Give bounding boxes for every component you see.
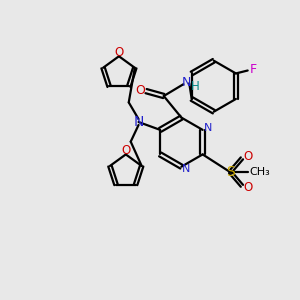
Text: O: O bbox=[114, 46, 124, 59]
Text: N: N bbox=[203, 123, 212, 133]
Text: N: N bbox=[134, 115, 144, 129]
Text: F: F bbox=[250, 63, 257, 76]
Text: N: N bbox=[182, 76, 191, 89]
Text: O: O bbox=[243, 181, 252, 194]
Text: O: O bbox=[121, 144, 130, 157]
Text: CH₃: CH₃ bbox=[249, 167, 270, 177]
Text: S: S bbox=[226, 165, 235, 179]
Text: O: O bbox=[135, 84, 145, 97]
Text: N: N bbox=[182, 164, 190, 174]
Text: O: O bbox=[243, 150, 252, 163]
Text: H: H bbox=[191, 80, 200, 93]
